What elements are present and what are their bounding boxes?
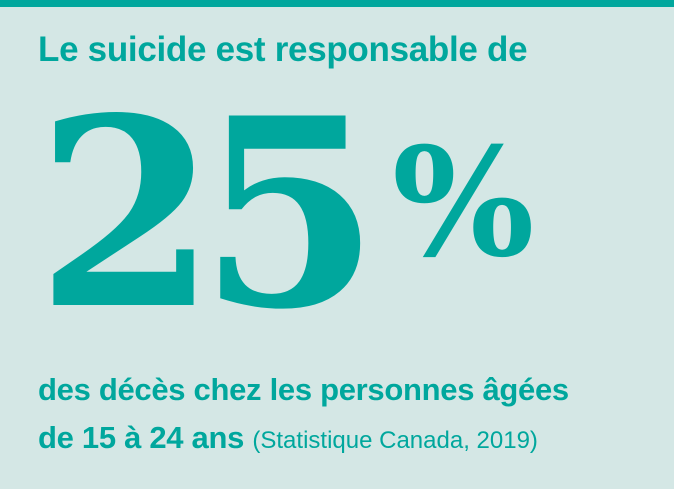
description-line-1: des décès chez les personnes âgées (38, 372, 569, 407)
top-accent-bar (0, 0, 674, 7)
age-range: de 15 à 24 ans (38, 420, 245, 455)
source-citation: (Statistique Canada, 2019) (252, 427, 538, 454)
stat-unit: % (392, 115, 535, 291)
stat-value: 25 (36, 62, 380, 367)
description-line-2: de 15 à 24 ans (Statistique Canada, 2019… (38, 420, 538, 459)
heading: Le suicide est responsable de (38, 30, 528, 69)
